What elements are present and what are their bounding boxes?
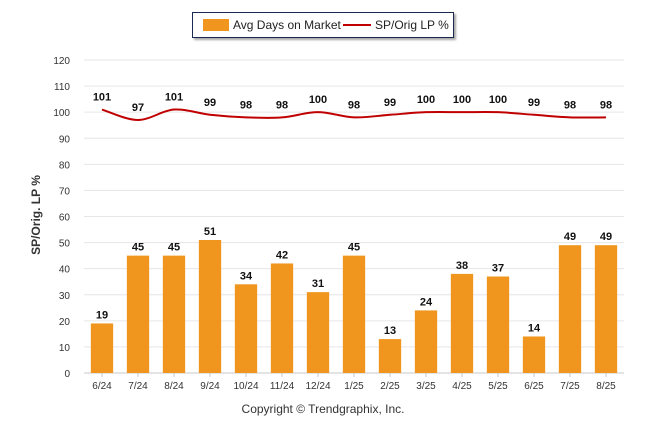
bar	[306, 292, 330, 373]
line-data-label: 98	[564, 99, 576, 111]
y-tick-label: 90	[59, 134, 71, 145]
bar-data-label: 37	[492, 262, 504, 274]
x-tick-label: 7/24	[128, 381, 148, 392]
line-data-label: 98	[276, 99, 288, 111]
bar	[198, 239, 222, 373]
legend-line-label: SP/Orig LP %	[375, 18, 449, 32]
bar-data-label: 49	[564, 231, 576, 243]
x-tick-label: 10/24	[233, 381, 258, 392]
y-tick-label: 120	[53, 56, 70, 67]
bar-data-label: 31	[312, 278, 324, 290]
bar	[378, 339, 402, 373]
x-tick-label: 5/25	[488, 381, 508, 392]
bar-data-label: 24	[420, 296, 433, 308]
x-tick-label: 6/24	[92, 381, 112, 392]
bar-data-label: 34	[240, 270, 253, 282]
y-tick-label: 40	[59, 265, 71, 276]
line-data-label: 97	[132, 102, 144, 114]
copyright-text: Copyright © Trendgraphix, Inc.	[241, 402, 405, 416]
y-tick-label: 50	[59, 239, 71, 250]
bar-data-label: 19	[96, 309, 108, 321]
line-data-label: 101	[165, 92, 183, 104]
x-tick-label: 6/25	[524, 381, 544, 392]
x-tick-label: 8/25	[596, 381, 616, 392]
x-tick-label: 12/24	[305, 381, 330, 392]
bar	[234, 284, 258, 373]
line-data-label: 99	[384, 97, 396, 109]
y-tick-label: 100	[53, 108, 70, 119]
line-data-label: 100	[453, 94, 471, 106]
bar-data-label: 42	[276, 249, 288, 261]
line-data-label: 98	[240, 99, 252, 111]
y-tick-label: 60	[59, 213, 71, 224]
y-tick-label: 0	[64, 369, 70, 380]
y-axis-title: SP/Orig. LP %	[29, 175, 43, 255]
bar	[522, 336, 546, 373]
line-data-label: 100	[489, 94, 507, 106]
bar-data-label: 51	[204, 226, 216, 238]
x-tick-label: 9/24	[200, 381, 220, 392]
line-data-label: 101	[93, 92, 111, 104]
legend-bars-label: Avg Days on Market	[233, 18, 341, 32]
line-data-label: 100	[417, 94, 435, 106]
bar-data-label: 49	[600, 231, 612, 243]
bar-data-label: 45	[168, 242, 180, 254]
x-tick-label: 1/25	[344, 381, 364, 392]
line-data-label: 98	[600, 99, 612, 111]
x-tick-label: 2/25	[380, 381, 400, 392]
y-tick-label: 110	[54, 82, 70, 93]
line-data-label: 99	[528, 97, 540, 109]
bar	[342, 255, 366, 373]
bar	[450, 273, 474, 373]
bar	[270, 263, 294, 373]
y-tick-label: 80	[59, 160, 71, 171]
line-data-label: 100	[309, 94, 327, 106]
line-data-label: 98	[348, 99, 360, 111]
y-tick-label: 70	[59, 186, 71, 197]
bar-data-label: 38	[456, 260, 468, 272]
x-tick-label: 4/25	[452, 381, 472, 392]
bar	[486, 276, 510, 373]
x-tick-label: 3/25	[416, 381, 436, 392]
bar-data-label: 14	[528, 322, 541, 334]
bar	[126, 255, 150, 373]
x-tick-label: 7/25	[560, 381, 580, 392]
legend: Avg Days on Market SP/Orig LP %	[192, 12, 454, 38]
bar	[558, 245, 582, 373]
bar-data-label: 45	[132, 242, 144, 254]
y-tick-label: 30	[59, 291, 71, 302]
y-tick-label: 20	[59, 317, 71, 328]
line-data-label: 99	[204, 97, 216, 109]
legend-line-swatch	[343, 24, 371, 26]
bar	[594, 245, 618, 373]
bar	[162, 255, 186, 373]
y-tick-label: 10	[59, 343, 71, 354]
sp-orig-lp-line	[101, 108, 607, 121]
bar-data-label: 45	[348, 242, 360, 254]
bar	[414, 310, 438, 373]
bar	[90, 323, 114, 373]
x-tick-label: 8/24	[164, 381, 184, 392]
legend-bar-swatch	[203, 19, 229, 31]
x-tick-label: 11/24	[270, 381, 295, 392]
bar-data-label: 13	[384, 325, 396, 337]
